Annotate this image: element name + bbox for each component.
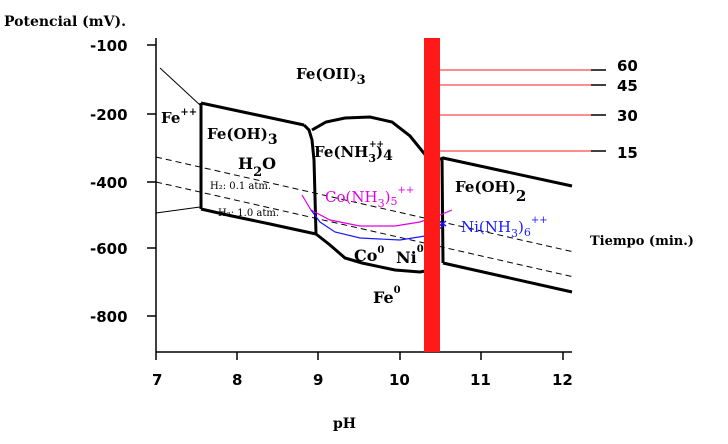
- fe2-h2-boundary: [155, 206, 201, 214]
- h2-0.1-atm-line: [155, 156, 575, 253]
- y-tick-label: -400: [90, 174, 128, 192]
- label-h2-1.0-atm: H₂: 1.0 atm.: [218, 208, 279, 219]
- h2-1.0-atm-line: [155, 181, 575, 278]
- label-fe-oh2: Fe(OH)2: [455, 178, 526, 205]
- label-fe-nh3: Fe(NH3)4++: [314, 140, 393, 165]
- species-labels: Fe(OII)3 Fe++ Fe(OH)3 Fe(NH3)4++ H2O H₂:…: [161, 65, 548, 307]
- time-axis-title: Tiempo (min.): [590, 234, 694, 249]
- label-ni0: Ni0: [396, 244, 424, 267]
- x-tick-label: 8: [232, 371, 242, 389]
- label-ni-nh3: Ni(NH3)6++: [461, 215, 548, 240]
- time-lines: 60 45 30 15: [430, 57, 638, 162]
- label-fe-oh3-top: Fe(OII)3: [296, 65, 366, 88]
- boundary-fe-nh3-left: [302, 123, 318, 235]
- boundary-fe-oh2-bottom: [442, 261, 573, 294]
- x-tick-label: 7: [152, 371, 162, 389]
- label-fe2: Fe++: [161, 107, 197, 127]
- y-tick-label: -100: [90, 37, 128, 55]
- x-axis-title: pH: [333, 416, 356, 432]
- fe-oh3-fe2-boundary-upper: [159, 67, 201, 106]
- time-tick-label: 30: [617, 107, 638, 125]
- label-fe0: Fe0: [373, 285, 401, 307]
- time-tick-label: 60: [617, 57, 638, 75]
- time-tick-label: 45: [617, 77, 638, 95]
- boundary-fe0-top: [315, 232, 441, 274]
- x-tick-label: 12: [552, 371, 573, 389]
- time-tick-label: 15: [617, 144, 638, 162]
- y-tick-label: -200: [90, 106, 128, 124]
- label-co-nh3: Co(NH3)5++: [325, 185, 414, 210]
- label-fe-oh3-left: Fe(OH)3: [207, 125, 278, 148]
- y-tick-label: -800: [90, 308, 128, 326]
- y-axis-ticks: -100 -200 -400 -600 -800: [90, 37, 156, 326]
- y-tick-label: -600: [90, 240, 128, 258]
- x-tick-label: 10: [389, 371, 410, 389]
- y-axis-title: Potencial (mV).: [4, 14, 126, 30]
- label-h2o: H2O: [238, 154, 276, 180]
- boundary-fe-oh2-left: [440, 157, 445, 264]
- label-h2-0.1-atm: H₂: 0.1 atm.: [210, 181, 271, 192]
- x-tick-label: 9: [313, 371, 323, 389]
- nickel-marker: [438, 220, 447, 227]
- measurement-band: [424, 38, 440, 352]
- phase-boundaries: [199, 101, 573, 294]
- boundary-fe-oh3-fe2-top: [200, 101, 305, 127]
- x-axis-ticks: 7 8 9 10 11 12: [152, 352, 573, 389]
- x-tick-label: 11: [470, 371, 491, 389]
- label-co0: Co0: [354, 245, 384, 265]
- boundary-fe-oh3-fe-bottom: [200, 207, 317, 236]
